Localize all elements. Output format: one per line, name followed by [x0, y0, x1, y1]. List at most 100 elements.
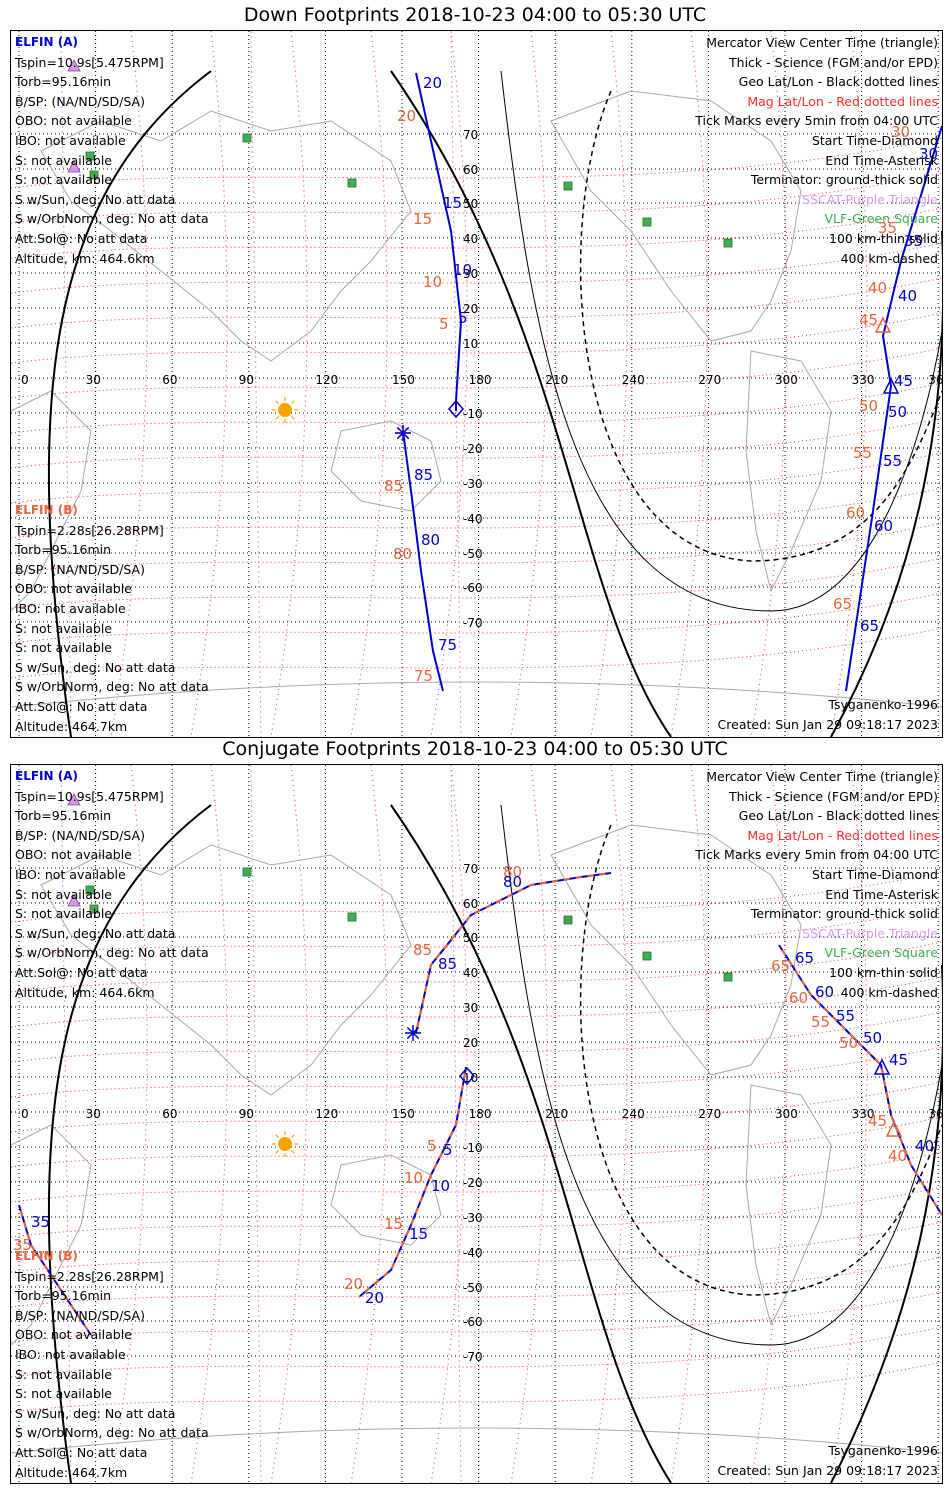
legend-line: Thick - Science (FGM and/or EPD) [729, 54, 938, 70]
lon-tick-label: 270 [698, 373, 721, 387]
lat-tick-label: -40 [463, 512, 483, 526]
info-line: Altitude: 464.7km [15, 718, 128, 734]
terminator-lines [47, 70, 942, 737]
lat-tick-label: -30 [463, 1211, 483, 1225]
credits: Tsyganenko-1996 Created: Sun Jan 29 09:1… [718, 695, 938, 734]
elfin-ab-track-east-overlay [778, 944, 942, 1216]
legend-line: Mercator View Center Time (triangle) [706, 35, 938, 50]
lon-tick-label: 30 [86, 1107, 101, 1121]
info-line: IBO: not available [15, 132, 126, 148]
info-line: Altitude, km: 464.6km [15, 984, 155, 1000]
terminator-ground [47, 70, 212, 737]
lat-tick-label: -60 [463, 581, 483, 595]
lon-tick-label: 240 [622, 373, 645, 387]
info-line: B/SP: (NA/ND/SD/SA) [15, 561, 145, 577]
mag-longitude-line [190, 31, 228, 737]
info-line: S: not available [15, 1366, 112, 1382]
antarctica-coastline [11, 681, 942, 708]
track-time-label: 20 [397, 107, 416, 125]
vlf-station-icon [723, 238, 733, 248]
track-time-label: 15 [413, 210, 432, 228]
sun-ray [290, 400, 295, 405]
legend-line: Mag Lat/Lon - Red dotted lines [747, 93, 938, 109]
vlf-station-icon [642, 951, 652, 961]
lon-tick-label: 120 [315, 1107, 338, 1121]
lat-tick-label: 10 [463, 1071, 478, 1085]
track-time-label: 60 [815, 983, 834, 1001]
track-time-label: 50 [863, 1029, 882, 1047]
elfin-ab-track-west-overlay [18, 1204, 92, 1336]
info-line: Tspin=2.28s[26.28RPM] [15, 522, 164, 538]
lon-tick-label: 0 [21, 1107, 29, 1121]
track-time-label: 30 [891, 123, 910, 141]
vlf-station-icon [85, 885, 95, 895]
mag-longitude-line [830, 31, 868, 737]
terminator-ground [47, 804, 212, 1483]
lat-tick-label: 70 [463, 862, 478, 876]
legend-line: VLF-Green Square [824, 211, 938, 227]
center-triangle-a [882, 377, 900, 394]
lon-tick-label: 150 [392, 1107, 415, 1121]
lat-tick-label: -50 [463, 547, 483, 561]
track-time-label: 75 [438, 636, 457, 654]
lat-tick-label: 50 [463, 197, 478, 211]
lat-tick-label: 20 [463, 1036, 478, 1050]
lat-tick-label: -60 [463, 1315, 483, 1329]
asterisk-stroke [396, 426, 410, 440]
terminator-ground [830, 965, 942, 1483]
africa-coastline [11, 390, 92, 612]
mag-longitude-line [350, 765, 388, 1483]
legend-line: Geo Lat/Lon - Black dotted lines [738, 74, 938, 90]
track-time-label: 80 [421, 531, 440, 549]
lon-tick-label: 270 [698, 1107, 721, 1121]
mag-longitude-line [670, 31, 708, 737]
vlf-station-icon [89, 904, 99, 914]
legend-line: 100 km-thin solid [829, 964, 938, 980]
center-triangle-a [873, 1058, 891, 1075]
north-america-coastline [550, 90, 802, 342]
legend-line: 400 km-dashed [840, 250, 938, 266]
track-time-label: 60 [789, 989, 808, 1007]
track-time-label: 85 [438, 955, 457, 973]
info-line: S w/OrbNorm, deg: No att data [15, 945, 209, 961]
info-line: IBO: not available [15, 866, 126, 882]
mag-longitude-line [510, 31, 548, 737]
station-markers [67, 793, 733, 1157]
lat-tick-label: 60 [463, 897, 478, 911]
info-line: S: not available [15, 886, 112, 902]
legend-line: SSCAT-Purple Triangle [802, 925, 938, 941]
track-time-label: 10 [404, 1169, 423, 1187]
start-diamond-a [459, 1066, 475, 1086]
sun-icon [272, 397, 298, 423]
track-time-label: 85 [413, 941, 432, 959]
info-line: Tspin=2.28s[26.28RPM] [15, 1268, 164, 1284]
vlf-station-icon [242, 867, 252, 877]
axis-tick-labels: 0 30 60 90 120 150 180 210 240 270 300 330 360 70 60 50… [21, 862, 942, 1364]
lat-tick-label: -20 [463, 1176, 483, 1190]
lat-tick-label: -50 [463, 1281, 483, 1295]
track-time-label: 40 [868, 279, 887, 297]
info-line: S: not available [15, 640, 112, 656]
info-line: Torb=95.16min [15, 542, 112, 558]
legend-line: Geo Lat/Lon - Black dotted lines [738, 808, 938, 824]
lat-tick-label: 50 [463, 931, 478, 945]
mag-longitude-line [750, 31, 788, 737]
lat-tick-label: -10 [463, 407, 483, 421]
track-time-label: 30 [919, 145, 938, 163]
track-time-label: 60 [846, 504, 865, 522]
track-time-label: 15 [384, 1215, 403, 1233]
sscat-line [450, 31, 462, 737]
legend-line: 400 km-dashed [840, 984, 938, 1000]
info-line: B/SP: (NA/ND/SD/SA) [15, 1307, 145, 1323]
mag-longitude-line [430, 31, 468, 737]
track-time-label: 35 [31, 1213, 50, 1231]
vlf-station-icon [563, 181, 573, 191]
info-line: B/SP: (NA/ND/SD/SA) [15, 827, 145, 843]
info-line: OBO: not available [15, 847, 132, 863]
lat-tick-label: 70 [463, 128, 478, 142]
legend-line: Mercator View Center Time (triangle) [706, 769, 938, 784]
lat-tick-label: -70 [463, 1350, 483, 1364]
info-line: Att.Sol@: No att data [15, 1444, 148, 1460]
created-timestamp: Created: Sun Jan 29 09:18:17 2023 [717, 1462, 938, 1478]
